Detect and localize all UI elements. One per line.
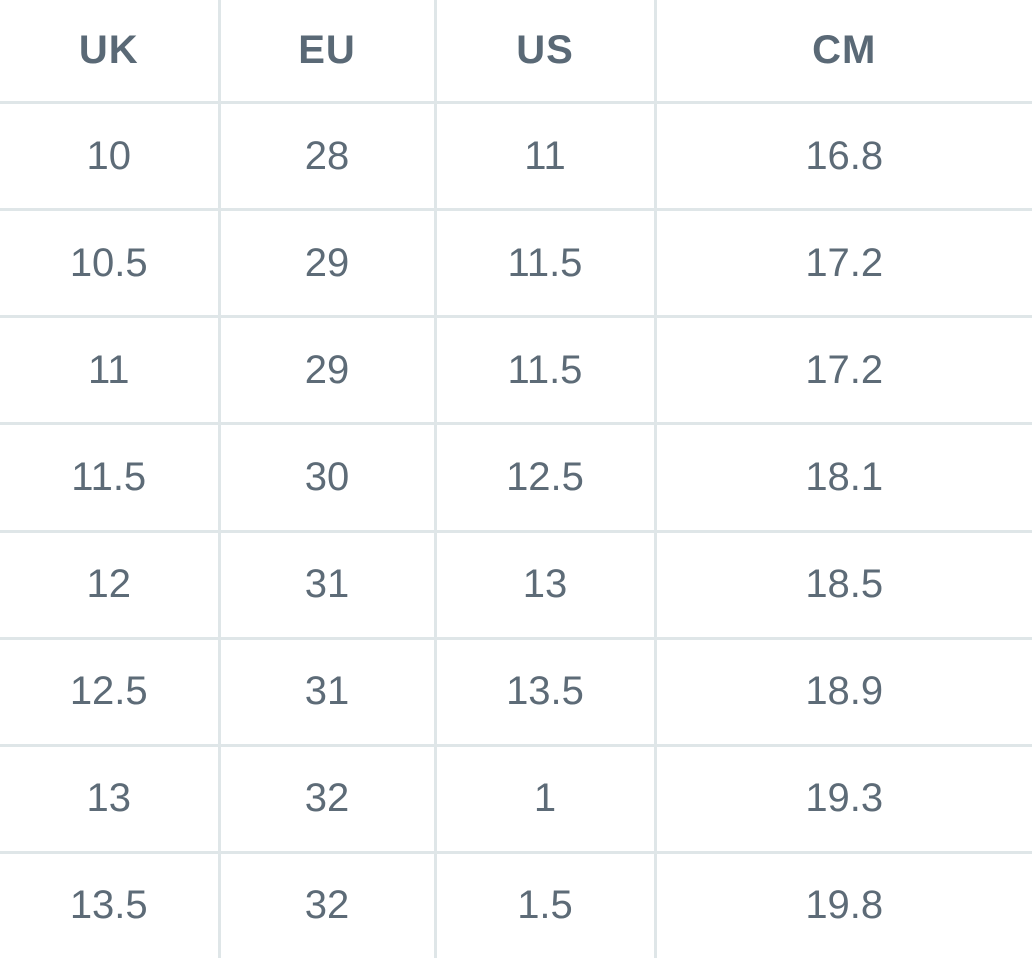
cell-us: 13.5 <box>433 636 657 747</box>
cell-eu: 31 <box>217 529 437 640</box>
cell-cm: 18.5 <box>653 529 1032 640</box>
cell-us: 13 <box>433 529 657 640</box>
cell-cm: 17.2 <box>653 315 1032 426</box>
cell-uk: 10.5 <box>0 208 221 319</box>
cell-us: 11 <box>433 100 657 212</box>
table-row: 12.5 31 13.5 18.9 <box>0 636 1032 747</box>
cell-us: 11.5 <box>433 315 657 426</box>
cell-uk: 11 <box>0 315 221 426</box>
table-row: 12 31 13 18.5 <box>0 529 1032 640</box>
cell-uk: 10 <box>0 100 221 212</box>
header-row: UK EU US CM <box>0 0 1032 104</box>
cell-uk: 13 <box>0 743 221 854</box>
cell-cm: 17.2 <box>653 208 1032 319</box>
cell-eu: 32 <box>217 850 437 958</box>
cell-uk: 11.5 <box>0 422 221 533</box>
cell-eu: 30 <box>217 422 437 533</box>
cell-us: 11.5 <box>433 208 657 319</box>
cell-cm: 18.1 <box>653 422 1032 533</box>
table-row: 13 32 1 19.3 <box>0 743 1032 854</box>
cell-uk: 12.5 <box>0 636 221 747</box>
cell-eu: 29 <box>217 208 437 319</box>
cell-eu: 28 <box>217 100 437 212</box>
cell-uk: 12 <box>0 529 221 640</box>
cell-cm: 16.8 <box>653 100 1032 212</box>
cell-us: 1 <box>433 743 657 854</box>
header-eu: EU <box>217 0 437 104</box>
cell-us: 12.5 <box>433 422 657 533</box>
table-row: 13.5 32 1.5 19.8 <box>0 850 1032 958</box>
cell-cm: 18.9 <box>653 636 1032 747</box>
cell-uk: 13.5 <box>0 850 221 958</box>
cell-eu: 31 <box>217 636 437 747</box>
header-us: US <box>433 0 657 104</box>
header-cm: CM <box>653 0 1032 104</box>
cell-eu: 32 <box>217 743 437 854</box>
header-uk: UK <box>0 0 221 104</box>
cell-eu: 29 <box>217 315 437 426</box>
table-row: 11 29 11.5 17.2 <box>0 315 1032 426</box>
cell-us: 1.5 <box>433 850 657 958</box>
table-row: 10 28 11 16.8 <box>0 100 1032 212</box>
table-row: 11.5 30 12.5 18.1 <box>0 422 1032 533</box>
cell-cm: 19.8 <box>653 850 1032 958</box>
cell-cm: 19.3 <box>653 743 1032 854</box>
table-row: 10.5 29 11.5 17.2 <box>0 208 1032 319</box>
